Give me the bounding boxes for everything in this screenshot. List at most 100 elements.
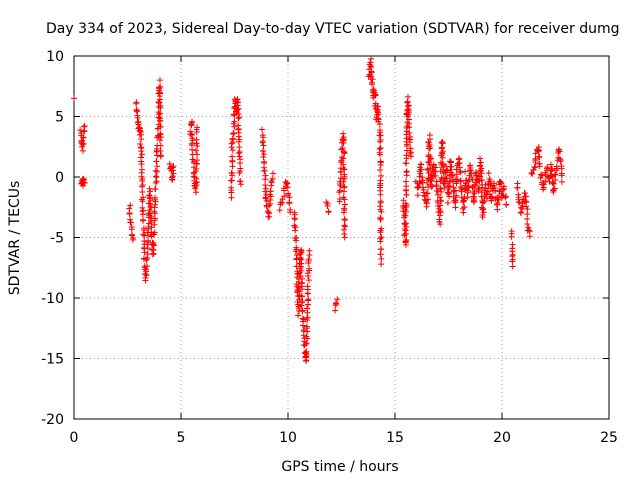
- data-point: [157, 123, 164, 130]
- data-point: [418, 166, 425, 173]
- data-point: [377, 251, 384, 258]
- data-point: [429, 173, 436, 180]
- data-point: [378, 261, 385, 268]
- data-point: [439, 148, 446, 155]
- data-point: [551, 185, 558, 192]
- data-point: [377, 172, 384, 179]
- data-point: [427, 156, 434, 163]
- data-point: [189, 137, 196, 144]
- data-point: [229, 147, 236, 154]
- data-point: [129, 236, 136, 243]
- data-point: [153, 158, 160, 165]
- data-point: [475, 187, 482, 194]
- data-point: [299, 307, 306, 314]
- data-point: [194, 143, 201, 149]
- data-point: [156, 99, 163, 106]
- data-point: [448, 172, 455, 179]
- data-point: [403, 191, 410, 198]
- data-point: [436, 219, 443, 226]
- data-point: [524, 215, 531, 222]
- data-point: [286, 194, 293, 201]
- data-point: [281, 187, 288, 194]
- data-point: [138, 151, 145, 158]
- data-point: [284, 184, 291, 191]
- data-point: [477, 173, 484, 180]
- data-point: [530, 166, 537, 173]
- data-point: [495, 194, 502, 201]
- data-point: [295, 303, 302, 310]
- data-point: [532, 164, 539, 171]
- data-point: [377, 145, 384, 152]
- data-point: [193, 165, 200, 172]
- data-point: [467, 166, 474, 173]
- data-point: [438, 198, 445, 205]
- data-point: [150, 239, 157, 246]
- data-point: [523, 203, 530, 210]
- data-point: [540, 181, 547, 188]
- data-point: [498, 180, 505, 187]
- data-point: [548, 167, 555, 174]
- data-point: [369, 81, 376, 88]
- data-point: [519, 205, 526, 212]
- data-point: [542, 178, 549, 185]
- data-point: [407, 150, 414, 157]
- data-point: [377, 199, 384, 206]
- data-point: [305, 277, 312, 284]
- data-point: [475, 172, 482, 179]
- data-point: [148, 224, 155, 231]
- data-point: [420, 189, 427, 196]
- data-point: [549, 180, 556, 187]
- data-point: [557, 158, 564, 165]
- data-point: [141, 249, 148, 256]
- data-point: [260, 148, 267, 155]
- data-point: [304, 270, 311, 277]
- data-point: [157, 118, 164, 125]
- data-point: [368, 55, 375, 62]
- data-point: [509, 258, 516, 265]
- data-point: [304, 325, 311, 332]
- x-tick-label: 15: [386, 430, 404, 446]
- data-point: [144, 263, 151, 270]
- data-point: [449, 172, 456, 179]
- data-point: [377, 216, 384, 223]
- data-point: [147, 197, 154, 204]
- data-point: [514, 184, 521, 191]
- data-point: [144, 250, 151, 257]
- data-point: [402, 206, 409, 213]
- data-point: [303, 340, 310, 347]
- data-point: [270, 170, 277, 177]
- data-point: [145, 225, 152, 232]
- data-point: [552, 177, 559, 184]
- data-point: [464, 194, 471, 201]
- data-point: [229, 136, 236, 143]
- data-point: [535, 148, 542, 155]
- data-point: [298, 293, 305, 300]
- data-point: [156, 87, 163, 94]
- data-point: [452, 187, 459, 194]
- data-point: [509, 263, 516, 270]
- data-point: [377, 167, 384, 174]
- data-point: [419, 174, 426, 181]
- data-points: [71, 55, 565, 365]
- data-point: [193, 189, 200, 196]
- data-point: [145, 237, 152, 244]
- data-point: [428, 183, 435, 190]
- data-point: [404, 98, 411, 105]
- data-point: [458, 188, 465, 195]
- data-point: [262, 194, 269, 201]
- data-point: [291, 216, 298, 223]
- data-point: [158, 134, 165, 141]
- data-point: [402, 178, 409, 185]
- data-point: [194, 124, 201, 131]
- data-point: [153, 174, 160, 181]
- data-point: [235, 138, 242, 145]
- data-point: [144, 245, 151, 252]
- x-tick-label: 25: [600, 430, 618, 446]
- data-point: [237, 178, 244, 185]
- data-point: [503, 201, 510, 208]
- data-point: [127, 202, 134, 209]
- data-point: [154, 163, 161, 170]
- data-point: [526, 228, 533, 235]
